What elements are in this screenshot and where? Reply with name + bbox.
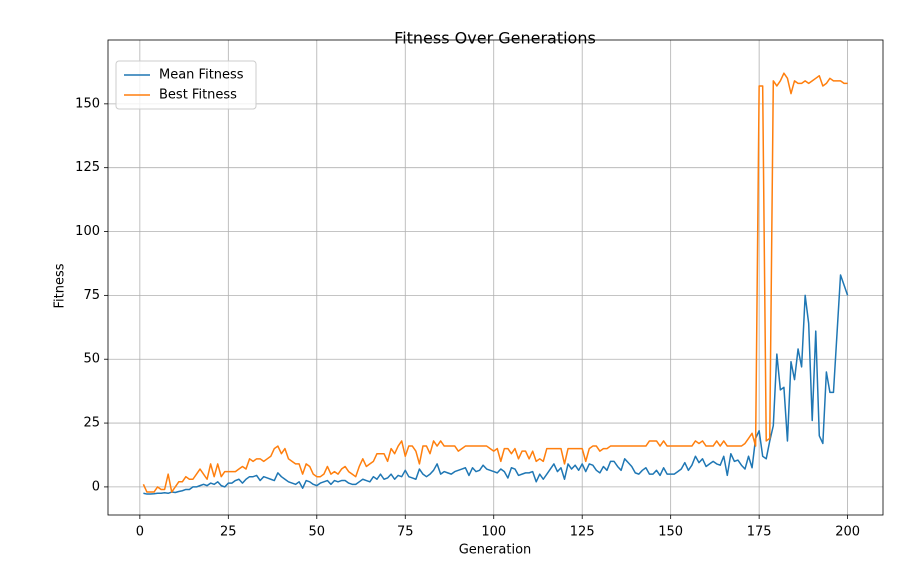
x-tick-label: 100 <box>481 525 506 540</box>
y-tick-label: 75 <box>83 288 100 303</box>
legend: Mean Fitness Best Fitness <box>115 60 257 110</box>
y-tick-label: 25 <box>83 416 100 431</box>
y-tick-label: 125 <box>75 160 100 175</box>
x-axis-label: Generation <box>459 543 532 558</box>
legend-label: Best Fitness <box>159 88 237 103</box>
axes-frame <box>107 39 884 516</box>
chart-title: Fitness Over Generations <box>394 29 596 48</box>
y-tick-label: 150 <box>75 96 100 111</box>
data-line <box>143 274 849 495</box>
x-tick-label: 175 <box>747 525 772 540</box>
legend-label: Mean Fitness <box>159 68 244 83</box>
y-tick-label: 100 <box>75 224 100 239</box>
y-tick-label: 0 <box>92 479 100 494</box>
x-tick-label: 150 <box>658 525 683 540</box>
x-tick-label: 125 <box>570 525 595 540</box>
y-tick-label: 50 <box>83 352 100 367</box>
x-tick-label: 75 <box>397 525 414 540</box>
x-tick-label: 0 <box>136 525 144 540</box>
x-tick-label: 200 <box>835 525 860 540</box>
y-axis-label: Fitness <box>53 263 68 308</box>
x-tick-label: 25 <box>220 525 237 540</box>
x-tick-label: 50 <box>309 525 326 540</box>
data-line <box>142 72 848 493</box>
legend-box <box>115 60 257 110</box>
